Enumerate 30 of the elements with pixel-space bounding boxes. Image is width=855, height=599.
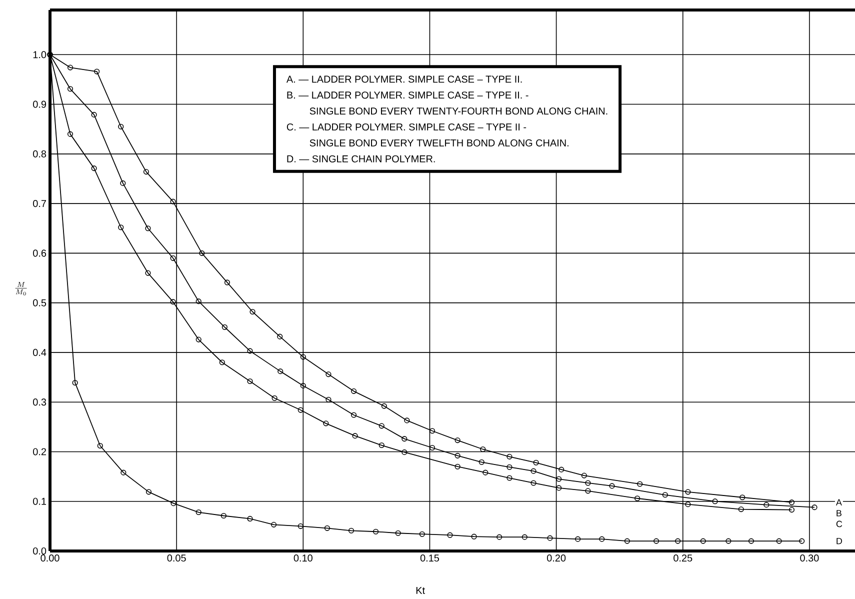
text: A <box>836 499 842 506</box>
y-tick-label: 0.2 <box>33 448 46 456</box>
annotation: SINGLE BOND EVERY TWENTY-FOURTH BOND ALONG CHAIN. <box>310 108 608 115</box>
annotation: D. — SINGLE CHAIN POLYMER. <box>287 155 435 162</box>
x-tick-label: 0.25 <box>674 554 692 562</box>
y-tick-label: 0.5 <box>33 299 46 306</box>
y-tick-label: 0.1 <box>33 498 46 505</box>
x-tick-label: 0.20 <box>546 554 566 562</box>
y-tick-label: 0.3 <box>33 398 46 406</box>
text: C <box>836 520 842 528</box>
y-tick-label: 0.0 <box>33 547 46 555</box>
y-axis-title: $\frac{M}{M_{0}}$ <box>15 282 27 296</box>
y-tick-label: 0.8 <box>33 150 46 158</box>
y-tick-label: 0.6 <box>33 250 46 257</box>
x-tick-label: 0.00 <box>40 554 60 562</box>
y-tick-label: 0.9 <box>33 100 46 108</box>
x-tick-label: 0.05 <box>167 554 186 562</box>
y-tick-label: 1.0 <box>33 51 46 58</box>
y-tick-label: 0.7 <box>33 200 46 208</box>
annotation: C. — LADDER POLYMER. SIMPLE CASE – TYPE II - <box>286 123 526 130</box>
text: D <box>836 538 842 544</box>
annotation: B. — LADDER POLYMER. SIMPLE CASE – TYPE II. - <box>287 92 528 99</box>
y-tick-label: 0.4 <box>33 348 46 356</box>
x-tick-label: 0.30 <box>800 554 819 562</box>
x-tick-label: 0.15 <box>420 554 440 562</box>
annotation: SINGLE BOND EVERY TWELFTH BOND ALONG CHAIN. <box>310 139 568 146</box>
text: B <box>836 510 842 516</box>
x-tick-label: 0.10 <box>294 554 312 562</box>
x-axis-title: Kt <box>416 586 425 594</box>
annotation: A. — LADDER POLYMER. SIMPLE CASE – TYPE II. <box>286 76 522 83</box>
